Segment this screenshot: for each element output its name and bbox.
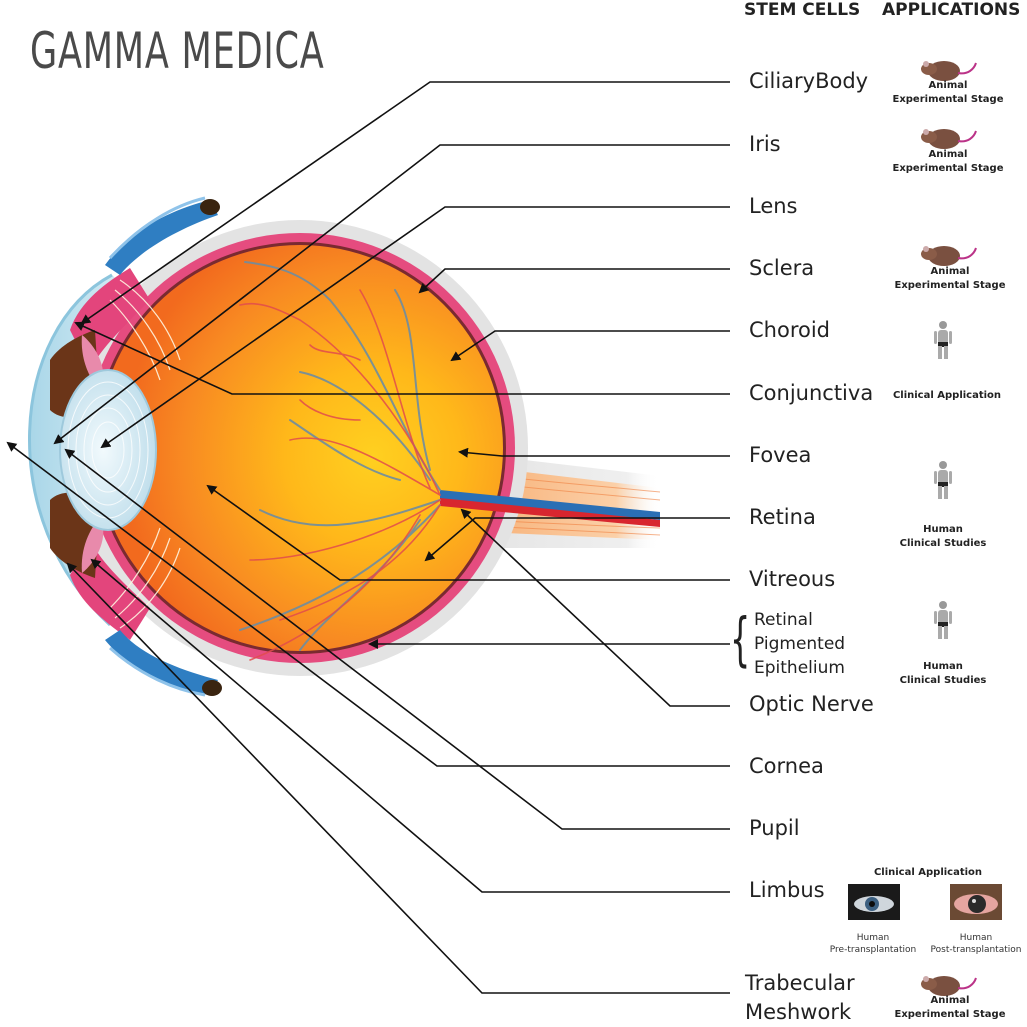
app-retina-line2: Clinical Studies [899, 538, 987, 549]
app-clinical-line: Clinical Application [892, 390, 1002, 401]
rat-icon [921, 129, 977, 149]
leader-lens [100, 206, 730, 449]
app-rpe: Human Clinical Studies [878, 660, 1008, 688]
label-trabecular-line2: Meshwork [745, 1000, 852, 1024]
label-conjunctiva: Conjunctiva [749, 381, 874, 405]
eye-photo-pre-icon [848, 884, 900, 920]
caption-post-line2: Post-transplantation [930, 945, 1022, 955]
header-applications: APPLICATIONS [882, 0, 1021, 20]
label-vitreous: Vitreous [749, 567, 836, 591]
caption-pre-line1: Human [856, 933, 890, 943]
leader-conjunctiva [74, 321, 730, 395]
leader-retina [424, 517, 730, 562]
human-figure-icon [934, 601, 952, 639]
label-rpe-line2: Pigmented [754, 634, 846, 654]
app-trabecular: Animal Experimental Stage [885, 994, 1015, 1022]
label-optic-nerve: Optic Nerve [749, 692, 874, 716]
leader-iris [53, 144, 730, 445]
app-sclera-line1: Animal [930, 266, 970, 277]
rat-icon [921, 246, 977, 266]
app-ciliary-body: Animal Experimental Stage [883, 79, 1013, 107]
app-retina: Human Clinical Studies [878, 523, 1008, 551]
label-pupil: Pupil [749, 816, 800, 840]
app-ciliary-body-line1: Animal [928, 80, 968, 91]
label-fovea: Fovea [749, 443, 812, 467]
app-choroid-conjunctiva: Clinical Application [882, 389, 1012, 403]
app-rpe-line2: Clinical Studies [899, 675, 987, 686]
leader-ciliary-body [80, 81, 730, 325]
leader-trabecular [66, 562, 730, 994]
leader-fovea [458, 447, 730, 458]
app-iris: Animal Experimental Stage [883, 148, 1013, 176]
eye-photo-post-icon [950, 884, 1002, 920]
app-iris-line2: Experimental Stage [892, 163, 1004, 174]
label-cornea: Cornea [749, 754, 824, 778]
human-figure-icon [934, 461, 952, 499]
label-choroid: Choroid [749, 318, 831, 342]
app-sclera-line2: Experimental Stage [894, 280, 1006, 291]
app-retina-line1: Human [923, 524, 963, 535]
leader-cornea [6, 441, 730, 767]
label-lens: Lens [749, 194, 798, 218]
leader-optic-nerve [460, 508, 730, 707]
leader-choroid [450, 330, 730, 362]
leader-limbus [90, 558, 730, 893]
app-ciliary-body-line2: Experimental Stage [892, 94, 1004, 105]
label-iris: Iris [749, 132, 781, 156]
label-sclera: Sclera [749, 256, 815, 280]
caption-post-line1: Human [959, 933, 993, 943]
caption-pre-line2: Pre-transplantation [829, 945, 917, 955]
label-rpe-line3: Epithelium [754, 658, 845, 678]
limbus-panel-title-text: Clinical Application [873, 867, 983, 878]
app-trabecular-line1: Animal [930, 995, 970, 1006]
leader-pupil [64, 448, 730, 830]
rat-icon [921, 61, 977, 81]
label-trabecular-line1: Trabecular [745, 971, 855, 995]
caption-pre: Human Pre-transplantation [818, 932, 928, 956]
label-limbus: Limbus [749, 878, 825, 902]
app-rpe-line1: Human [923, 661, 963, 672]
rat-icon [921, 976, 977, 996]
limbus-panel-title: Clinical Application [863, 866, 993, 880]
brand-logo: GAMMA MEDICA [30, 22, 325, 80]
leader-sclera [418, 268, 730, 294]
app-iris-line1: Animal [928, 149, 968, 160]
app-sclera: Animal Experimental Stage [885, 265, 1015, 293]
label-ciliary-body: CiliaryBody [749, 69, 869, 93]
label-rpe-line1: Retinal [754, 610, 813, 630]
app-trabecular-line2: Experimental Stage [894, 1009, 1006, 1020]
header-stem-cells: STEM CELLS [744, 0, 861, 20]
human-figure-icon [934, 321, 952, 359]
leader-vitreous [206, 484, 730, 581]
label-retina: Retina [749, 505, 816, 529]
caption-post: Human Post-transplantation [921, 932, 1027, 956]
rpe-brace: { [730, 605, 751, 673]
